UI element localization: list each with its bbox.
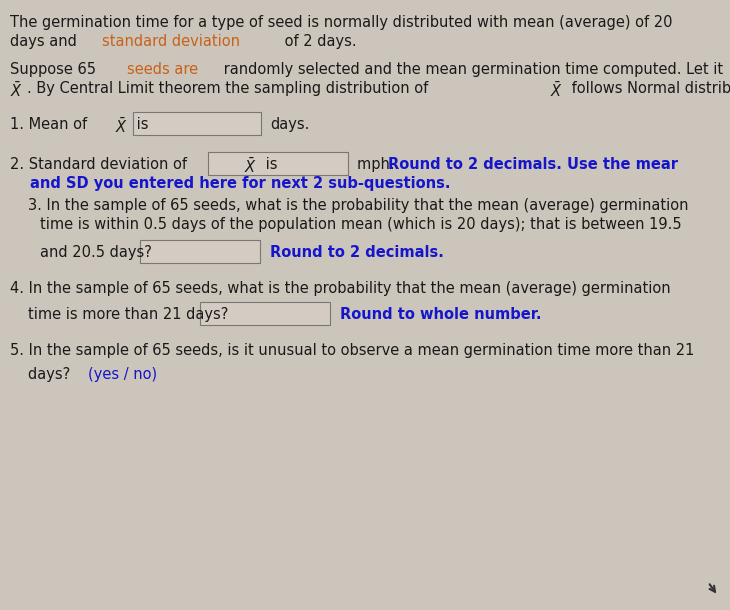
Text: standard deviation: standard deviation — [102, 34, 240, 49]
Text: 1. Mean of: 1. Mean of — [10, 117, 92, 132]
Text: and 20.5 days?: and 20.5 days? — [40, 245, 152, 260]
Text: of 2 days.: of 2 days. — [280, 34, 357, 49]
FancyBboxPatch shape — [200, 302, 330, 325]
Text: The germination time for a type of seed is normally distributed with mean (avera: The germination time for a type of seed … — [10, 15, 672, 30]
Text: days?: days? — [28, 367, 75, 382]
Text: time is more than 21 days?: time is more than 21 days? — [28, 307, 228, 322]
Text: is: is — [132, 117, 149, 132]
Text: . By Central Limit theorem the sampling distribution of: . By Central Limit theorem the sampling … — [27, 81, 433, 96]
FancyBboxPatch shape — [133, 112, 261, 135]
Text: Round to whole number.: Round to whole number. — [340, 307, 542, 322]
Text: $\bar{X}$: $\bar{X}$ — [550, 81, 564, 100]
Text: seeds are: seeds are — [127, 62, 198, 77]
Text: (yes / no): (yes / no) — [88, 367, 158, 382]
FancyBboxPatch shape — [140, 240, 260, 263]
Text: $\bar{X}$: $\bar{X}$ — [115, 117, 128, 136]
Text: 2. Standard deviation of: 2. Standard deviation of — [10, 157, 191, 172]
Text: follows Normal distribution.: follows Normal distribution. — [567, 81, 730, 96]
Text: 3. In the sample of 65 seeds, what is the probability that the mean (average) ge: 3. In the sample of 65 seeds, what is th… — [28, 198, 688, 213]
Text: randomly selected and the mean germination time computed. Let it: randomly selected and the mean germinati… — [219, 62, 728, 77]
Text: is: is — [261, 157, 277, 172]
Text: $\bar{X}$: $\bar{X}$ — [245, 157, 257, 176]
Text: Round to 2 decimals.: Round to 2 decimals. — [270, 245, 444, 260]
Text: 5. In the sample of 65 seeds, is it unusual to observe a mean germination time m: 5. In the sample of 65 seeds, is it unus… — [10, 343, 694, 358]
Text: and SD you entered here for next 2 sub-questions.: and SD you entered here for next 2 sub-q… — [30, 176, 450, 191]
Text: days and: days and — [10, 34, 82, 49]
Text: days.: days. — [270, 117, 310, 132]
Text: Suppose 65: Suppose 65 — [10, 62, 101, 77]
Text: $\bar{X}$: $\bar{X}$ — [10, 81, 23, 100]
Text: time is within 0.5 days of the population mean (which is 20 days); that is betwe: time is within 0.5 days of the populatio… — [40, 217, 682, 232]
Text: 4. In the sample of 65 seeds, what is the probability that the mean (average) ge: 4. In the sample of 65 seeds, what is th… — [10, 281, 671, 296]
FancyBboxPatch shape — [208, 152, 348, 175]
Text: Round to 2 decimals. Use the mear: Round to 2 decimals. Use the mear — [388, 157, 678, 172]
Text: mph.: mph. — [357, 157, 399, 172]
